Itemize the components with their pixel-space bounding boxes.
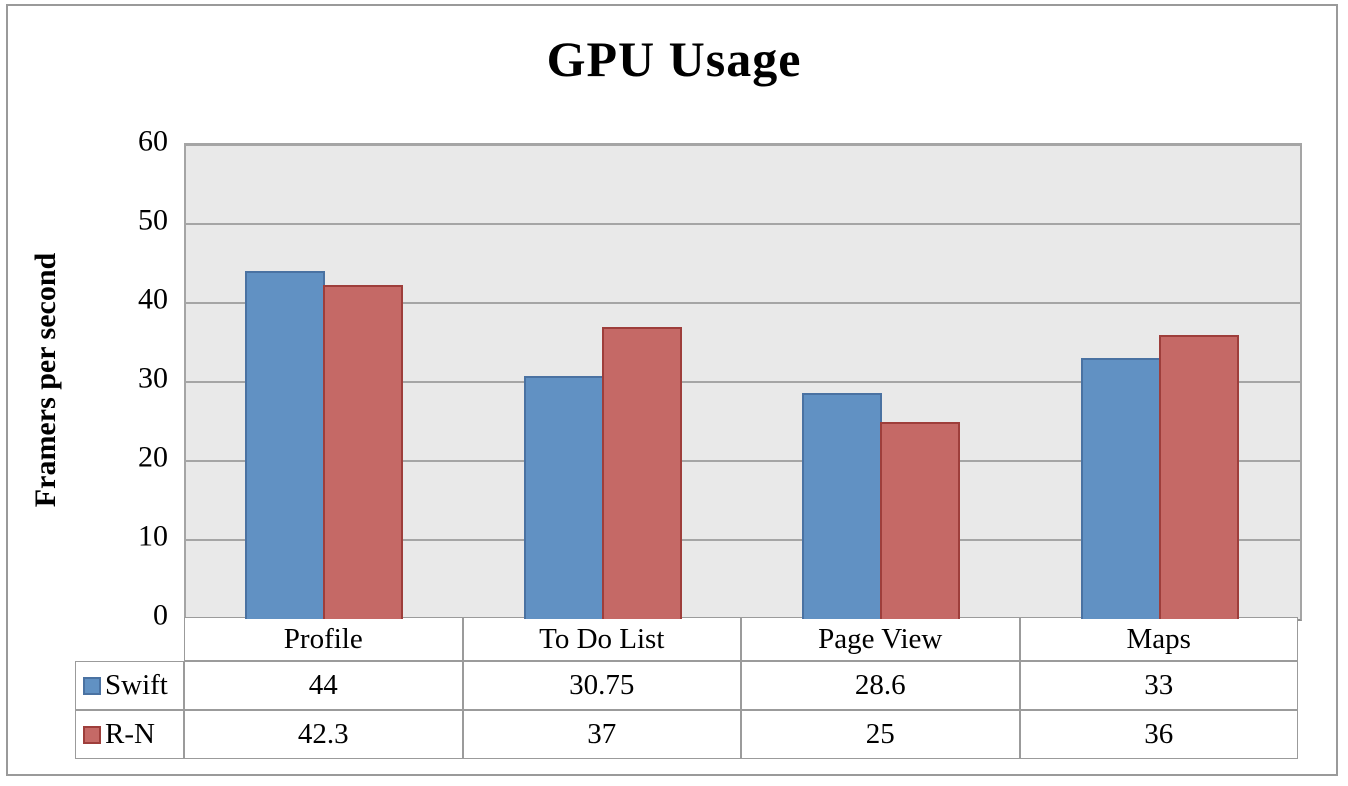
category-header-profile: Profile	[184, 617, 463, 661]
plot-area	[184, 143, 1302, 621]
y-tick-label-20: 20	[138, 440, 168, 474]
legend-cell-swift: Swift	[75, 661, 184, 710]
gridline-y-20	[186, 460, 1300, 462]
series-name-r-n: R-N	[105, 718, 155, 750]
value-swift-maps: 33	[1019, 661, 1298, 710]
category-header-page-view: Page View	[741, 617, 1020, 661]
value-swift-to-do-list: 30.75	[462, 661, 741, 710]
value-r-n-maps: 36	[1019, 710, 1298, 759]
value-r-n-page-view: 25	[741, 710, 1020, 759]
value-swift-page-view: 28.6	[741, 661, 1020, 710]
bar-r-n-to-do-list	[601, 326, 682, 619]
table-corner-spacer	[75, 617, 184, 661]
legend-cell-r-n: R-N	[75, 710, 184, 759]
value-r-n-to-do-list: 37	[462, 710, 741, 759]
y-tick-label-10: 10	[138, 519, 168, 553]
bar-swift-profile	[245, 271, 326, 619]
value-swift-profile: 44	[184, 661, 463, 710]
bar-r-n-profile	[323, 284, 404, 619]
chart-title: GPU Usage	[546, 31, 802, 87]
category-header-maps: Maps	[1019, 617, 1298, 661]
y-tick-label-50: 50	[138, 203, 168, 237]
y-tick-label-40: 40	[138, 282, 168, 316]
y-tick-label-60: 60	[138, 124, 168, 158]
bar-r-n-page-view	[880, 421, 961, 619]
legend-swatch-swift	[83, 676, 101, 695]
bar-swift-page-view	[802, 393, 883, 619]
data-table: Profile To Do List Page View Maps Swift 44 30.…	[75, 617, 1298, 759]
gridline-y-40	[186, 302, 1300, 304]
bar-swift-maps	[1080, 358, 1161, 619]
legend-swatch-r-n	[83, 725, 101, 744]
y-tick-label-0: 0	[153, 598, 168, 632]
gridline-y-10	[186, 539, 1300, 541]
gridline-y-60	[186, 144, 1300, 146]
gridline-y-30	[186, 381, 1300, 383]
category-header-to-do-list: To Do List	[462, 617, 741, 661]
bar-r-n-maps	[1158, 334, 1239, 619]
y-tick-label-30: 30	[138, 361, 168, 395]
series-name-swift: Swift	[105, 669, 168, 701]
bar-swift-to-do-list	[523, 376, 604, 619]
gridline-y-50	[186, 223, 1300, 225]
value-r-n-profile: 42.3	[184, 710, 463, 759]
